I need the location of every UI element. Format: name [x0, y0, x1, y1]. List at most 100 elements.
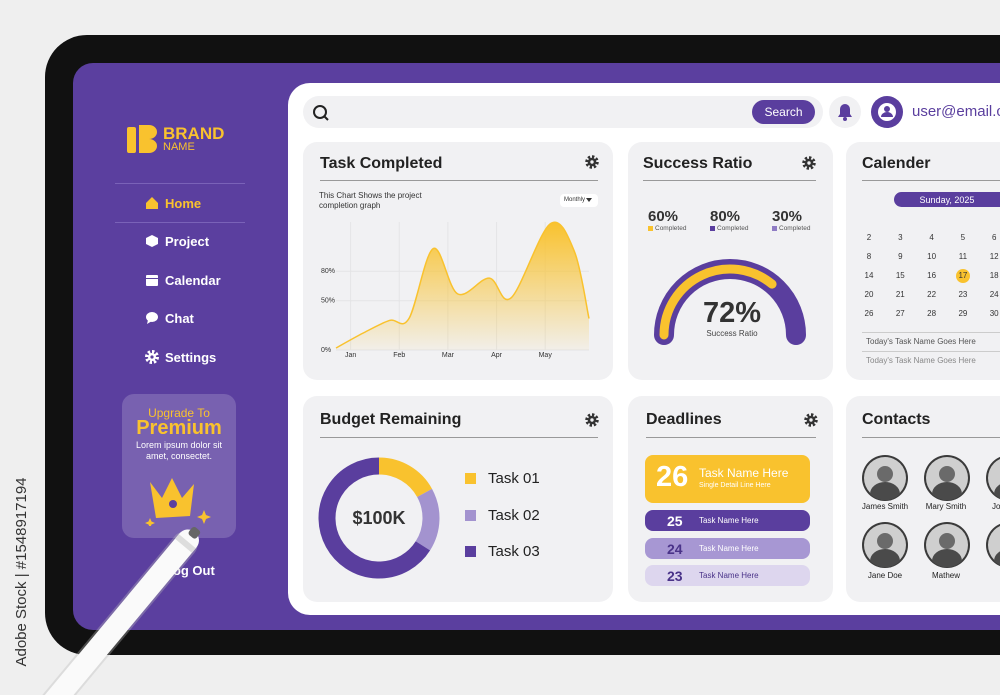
avatar[interactable] [871, 96, 903, 128]
contact-name: Mary Smith [925, 502, 967, 511]
chat-icon [146, 312, 158, 324]
calendar-day: 30 [989, 309, 999, 318]
nav-item[interactable]: Project [165, 234, 210, 249]
calendar-day: 10 [927, 252, 937, 261]
calendar-day: 4 [929, 233, 934, 242]
calendar-day: 3 [898, 233, 903, 242]
divider [643, 180, 816, 181]
stat-value: 60% [648, 208, 679, 225]
legend-swatch [465, 473, 476, 484]
donut-segment [318, 457, 431, 579]
card-title: Deadlines [646, 411, 722, 428]
area-fill [336, 222, 589, 350]
deadline-name: Task Name Here [699, 544, 759, 553]
brand: BRAND [163, 124, 225, 143]
gauge-value [659, 264, 777, 340]
upgrade-text: Lorem ipsum dolor sit amet, consectet. [135, 440, 223, 461]
stat-value: 80% [710, 208, 741, 225]
calendar-day: 22 [927, 290, 937, 299]
donut-segment [415, 488, 440, 551]
divider [862, 180, 1000, 181]
calendar-day: 18 [989, 271, 999, 280]
deadline-item[interactable] [645, 510, 810, 531]
card [846, 142, 1000, 380]
calendar-task: Today's Task Name Goes Here [866, 356, 976, 365]
gauge-caption: Success Ratio [706, 329, 758, 338]
contact-name: Mathew [931, 571, 960, 580]
brand-logo [127, 125, 157, 153]
calendar-day: 9 [898, 252, 903, 261]
deadline-item[interactable] [645, 565, 810, 586]
calendar-task: Today's Task Name Goes Here [866, 337, 976, 346]
calendar-day: 8 [866, 252, 872, 261]
calendar-day: 27 [895, 309, 905, 318]
deadline-name: Task Name Here [699, 571, 759, 580]
deadline-detail: Single Detail Line Here [699, 482, 771, 489]
nav-item[interactable]: Calendar [165, 273, 221, 288]
card-title: Calender [862, 155, 931, 172]
contact-name: James Smith [861, 502, 909, 511]
deadline-day: 23 [667, 568, 683, 584]
deadline-item[interactable] [645, 538, 810, 559]
donut-segment [378, 457, 433, 498]
nav-item[interactable]: Settings [165, 350, 217, 365]
bell-icon [838, 104, 852, 121]
stat-swatch [772, 226, 777, 231]
calendar-day: 24 [989, 290, 999, 299]
x-tick-label: Mar [442, 352, 455, 359]
upgrade-line: Upgrade To [148, 406, 210, 420]
area-line [335, 221, 590, 349]
calendar-day: 2 [866, 233, 872, 242]
dropdown-arrow [586, 198, 592, 202]
divider [862, 437, 1000, 438]
crown-icon [145, 478, 211, 526]
x-tick-label: Jan [345, 352, 356, 359]
deadline-name: Task Name Here [699, 466, 789, 480]
today-marker [955, 269, 970, 283]
divider [646, 437, 816, 438]
deadline-day: 25 [667, 513, 683, 529]
stat-swatch [710, 226, 715, 231]
card [846, 396, 1000, 602]
deadline-name: Task Name Here [699, 516, 759, 525]
deadline-day: 26 [656, 461, 689, 493]
legend-label: Task 02 [488, 506, 540, 524]
x-tick-label: May [539, 352, 553, 359]
search-button[interactable]: Search [752, 100, 815, 124]
y-tick-label: 50% [321, 298, 335, 305]
user-email[interactable]: user@email.com [912, 103, 1000, 120]
card-title: Budget Remaining [320, 411, 462, 428]
deadline-day: 24 [667, 541, 683, 557]
x-tick-label: Apr [491, 352, 503, 359]
search-box[interactable] [303, 96, 823, 128]
calendar-day: 21 [895, 290, 905, 299]
divider [862, 332, 1000, 333]
gauge-label: 72% [702, 297, 762, 329]
stat-value: 30% [772, 208, 803, 225]
calendar-icon [146, 275, 158, 286]
contact-name: Jane Doe [867, 571, 903, 580]
dropdown-label: Monthly [564, 197, 586, 203]
x-tick-label: Feb [393, 352, 405, 359]
legend-label: Task 01 [488, 470, 540, 487]
stat-label: Completed [779, 225, 811, 232]
legend-label: Task 03 [488, 543, 540, 560]
dropdown[interactable] [560, 194, 598, 207]
calendar-day: 6 [991, 233, 997, 242]
stat-swatch [648, 226, 653, 231]
brand-sub: NAME [163, 141, 195, 153]
stat-label: Completed [717, 225, 749, 232]
card-title: Success Ratio [643, 155, 753, 172]
legend-swatch [465, 509, 476, 521]
nav-item[interactable]: Home [165, 196, 202, 211]
divider [320, 437, 598, 438]
settings-icon [145, 350, 159, 364]
calendar-day: 5 [960, 233, 966, 242]
card-title: Contacts [862, 411, 931, 428]
nav-item[interactable]: Chat [165, 311, 194, 326]
deadline-item[interactable] [645, 455, 810, 503]
donut-label: $100K [352, 508, 406, 528]
calendar-day: 15 [895, 271, 905, 280]
contact-name: Jo [992, 502, 1000, 511]
